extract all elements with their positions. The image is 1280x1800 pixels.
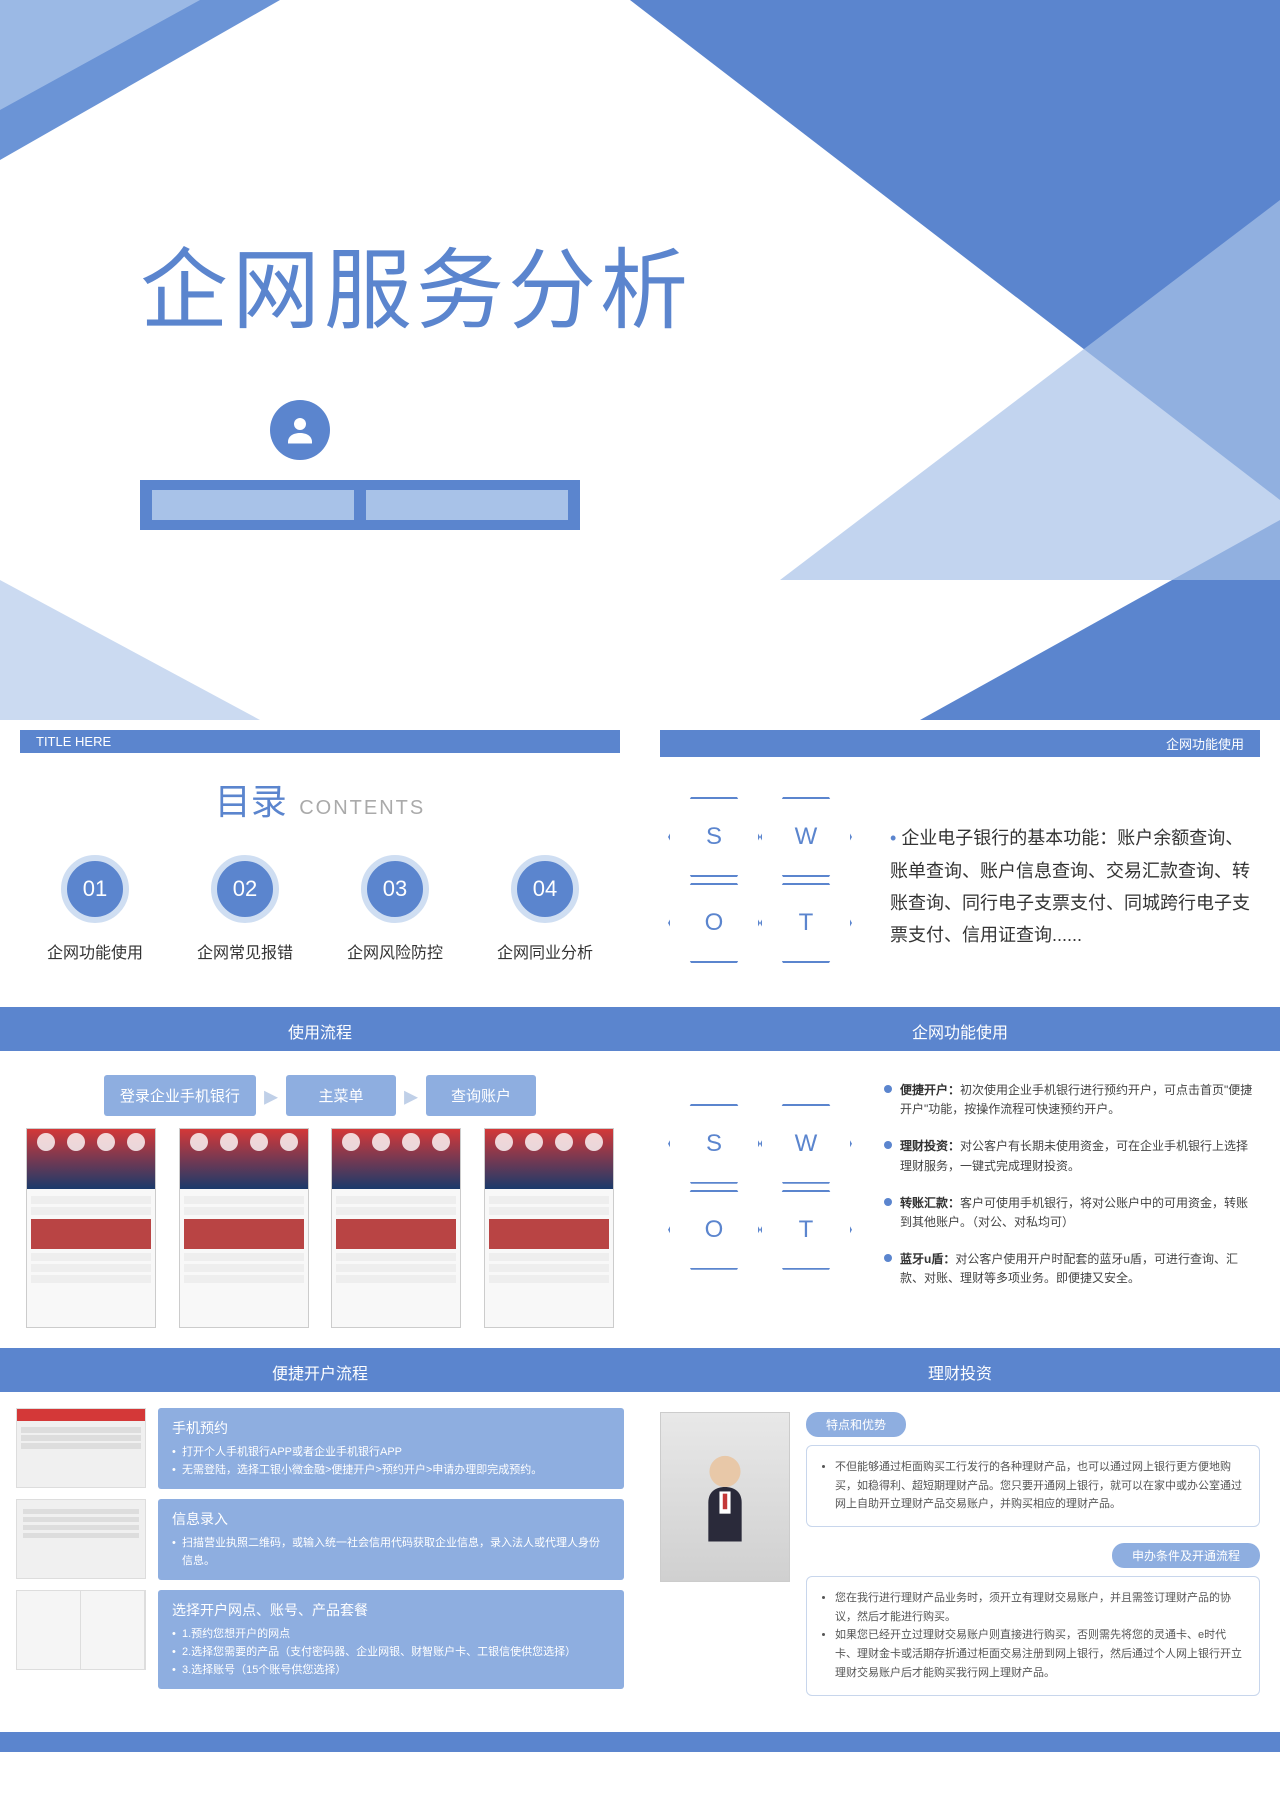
invest-tag: 申办条件及开通流程 [1112, 1543, 1260, 1568]
process-text: 手机预约打开个人手机银行APP或者企业手机银行APP无需登陆，选择工银小微金融>… [158, 1408, 624, 1489]
invest-box: 您在我行进行理财产品业务时，须开立有理财交易账户，并且需签订理财产品的协议，然后… [806, 1576, 1260, 1695]
title-bar [140, 480, 580, 530]
triangle-decoration [780, 200, 1280, 580]
flow-step: 主菜单 [286, 1075, 396, 1116]
toc-item: 04 企网同业分析 [485, 855, 605, 963]
invest-panel: 理财投资 特点和优势 不但能够通过柜面购买工行发行的各种理财产品，也可以通过网上… [640, 1352, 1280, 1732]
process-thumbnail [16, 1408, 146, 1488]
toc-item: 03 企网风险防控 [335, 855, 455, 963]
process-text: 信息录入扫描营业执照二维码，或输入统一社会信用代码获取企业信息，录入法人或代理人… [158, 1499, 624, 1580]
row-process-invest: 便捷开户流程 手机预约打开个人手机银行APP或者企业手机银行APP无需登陆，选择… [0, 1348, 1280, 1732]
section-header: 便捷开户流程 [0, 1352, 640, 1392]
panel-header: TITLE HERE [20, 730, 620, 753]
swot-w: W [795, 1130, 818, 1158]
features-panel: 企网功能使用 S W O T 便捷开户：初次使用企业手机银行进行预约开户，可点击… [640, 1011, 1280, 1348]
flow-steps: 登录企业手机银行 ▸ 主菜单 ▸ 查询账户 [0, 1051, 640, 1128]
phone-mockup [179, 1128, 309, 1328]
toc-label: 企网风险防控 [335, 939, 455, 963]
avatar-icon [270, 400, 330, 460]
swot-o: O [705, 909, 724, 937]
swot-description: 企业电子银行的基本功能：账户余额查询、账单查询、账户信息查询、交易汇款查询、转账… [890, 822, 1260, 952]
swot-o: O [705, 1216, 724, 1244]
toc-number: 03 [361, 855, 429, 923]
swot-s: S [706, 823, 722, 851]
flow-panel: 使用流程 登录企业手机银行 ▸ 主菜单 ▸ 查询账户 [0, 1011, 640, 1348]
process-thumbnail [16, 1499, 146, 1579]
process-step: 信息录入扫描营业执照二维码，或输入统一社会信用代码获取企业信息，录入法人或代理人… [16, 1499, 624, 1580]
swot-diagram: S W O T [660, 1104, 860, 1284]
feature-item: 蓝牙u盾：对公客户使用开户时配套的蓝牙u盾，可进行查询、汇款、对账、理财等多项业… [884, 1250, 1260, 1288]
title-bar-cell [366, 490, 568, 520]
table-of-contents: 01 企网功能使用 02 企网常见报错 03 企网风险防控 04 企网同业分析 [20, 855, 620, 963]
swot-t: T [799, 1216, 814, 1244]
triangle-decoration [0, 0, 200, 110]
phone-screenshots [0, 1128, 640, 1348]
feature-list: 便捷开户：初次使用企业手机银行进行预约开户，可点击首页"便捷开户"功能，按操作流… [884, 1081, 1260, 1307]
feature-item: 理财投资：对公客户有长期未使用资金，可在企业手机银行上选择理财服务，一键式完成理… [884, 1137, 1260, 1175]
title-bar-cell [152, 490, 354, 520]
toc-number: 02 [211, 855, 279, 923]
toc-label: 企网同业分析 [485, 939, 605, 963]
process-step: 选择开户网点、账号、产品套餐1.预约您想开户的网点2.选择您需要的产品（支付密码… [16, 1590, 624, 1689]
triangle-decoration [0, 580, 260, 720]
panel-header: 企网功能使用 [660, 730, 1260, 757]
contents-en: CONTENTS [299, 797, 425, 819]
feature-item: 转账汇款：客户可使用手机银行，将对公账户中的可用资金，转账到其他账户。（对公、对… [884, 1194, 1260, 1232]
row-flow-features: 使用流程 登录企业手机银行 ▸ 主菜单 ▸ 查询账户 企网功能使用 S W O … [0, 1011, 1280, 1348]
section-header: 理财投资 [640, 1352, 1280, 1392]
contents-cn: 目录 [215, 781, 287, 822]
contents-title: 目录 CONTENTS [20, 773, 620, 825]
phone-mockup [26, 1128, 156, 1328]
contents-panel: TITLE HERE 目录 CONTENTS 01 企网功能使用 02 企网常见报错… [0, 720, 640, 1007]
process-step: 手机预约打开个人手机银行APP或者企业手机银行APP无需登陆，选择工银小微金融>… [16, 1408, 624, 1489]
swot-diagram: S W O T [660, 797, 860, 977]
toc-item: 02 企网常见报错 [185, 855, 305, 963]
invest-tag: 特点和优势 [806, 1412, 906, 1437]
swot-w: W [795, 823, 818, 851]
process-panel: 便捷开户流程 手机预约打开个人手机银行APP或者企业手机银行APP无需登陆，选择… [0, 1352, 640, 1732]
section-header: 企网功能使用 [640, 1011, 1280, 1051]
phone-mockup [331, 1128, 461, 1328]
toc-number: 04 [511, 855, 579, 923]
process-text: 选择开户网点、账号、产品套餐1.预约您想开户的网点2.选择您需要的产品（支付密码… [158, 1590, 624, 1689]
arrow-icon: ▸ [404, 1079, 418, 1112]
swot-s: S [706, 1130, 722, 1158]
process-thumbnail [16, 1590, 146, 1670]
feature-item: 便捷开户：初次使用企业手机银行进行预约开户，可点击首页"便捷开户"功能，按操作流… [884, 1081, 1260, 1119]
swot-t: T [799, 909, 814, 937]
footer-bar [0, 1732, 1280, 1752]
main-title: 企网服务分析 [140, 220, 692, 347]
phone-mockup [484, 1128, 614, 1328]
swot-panel: 企网功能使用 S W O T 企业电子银行的基本功能：账户余额查询、账单查询、账… [640, 720, 1280, 1007]
toc-item: 01 企网功能使用 [35, 855, 155, 963]
title-slide: 企网服务分析 [0, 0, 1280, 720]
section-header: 使用流程 [0, 1011, 640, 1051]
toc-number: 01 [61, 855, 129, 923]
invest-box: 不但能够通过柜面购买工行发行的各种理财产品，也可以通过网上银行更方便地购买，如稳… [806, 1445, 1260, 1527]
toc-label: 企网功能使用 [35, 939, 155, 963]
flow-step: 查询账户 [426, 1075, 536, 1116]
flow-step: 登录企业手机银行 [104, 1075, 256, 1116]
row-contents-swot: TITLE HERE 目录 CONTENTS 01 企网功能使用 02 企网常见报错… [0, 720, 1280, 1011]
invest-content: 特点和优势 不但能够通过柜面购买工行发行的各种理财产品，也可以通过网上银行更方便… [806, 1412, 1260, 1712]
toc-label: 企网常见报错 [185, 939, 305, 963]
arrow-icon: ▸ [264, 1079, 278, 1112]
staff-photo [660, 1412, 790, 1582]
